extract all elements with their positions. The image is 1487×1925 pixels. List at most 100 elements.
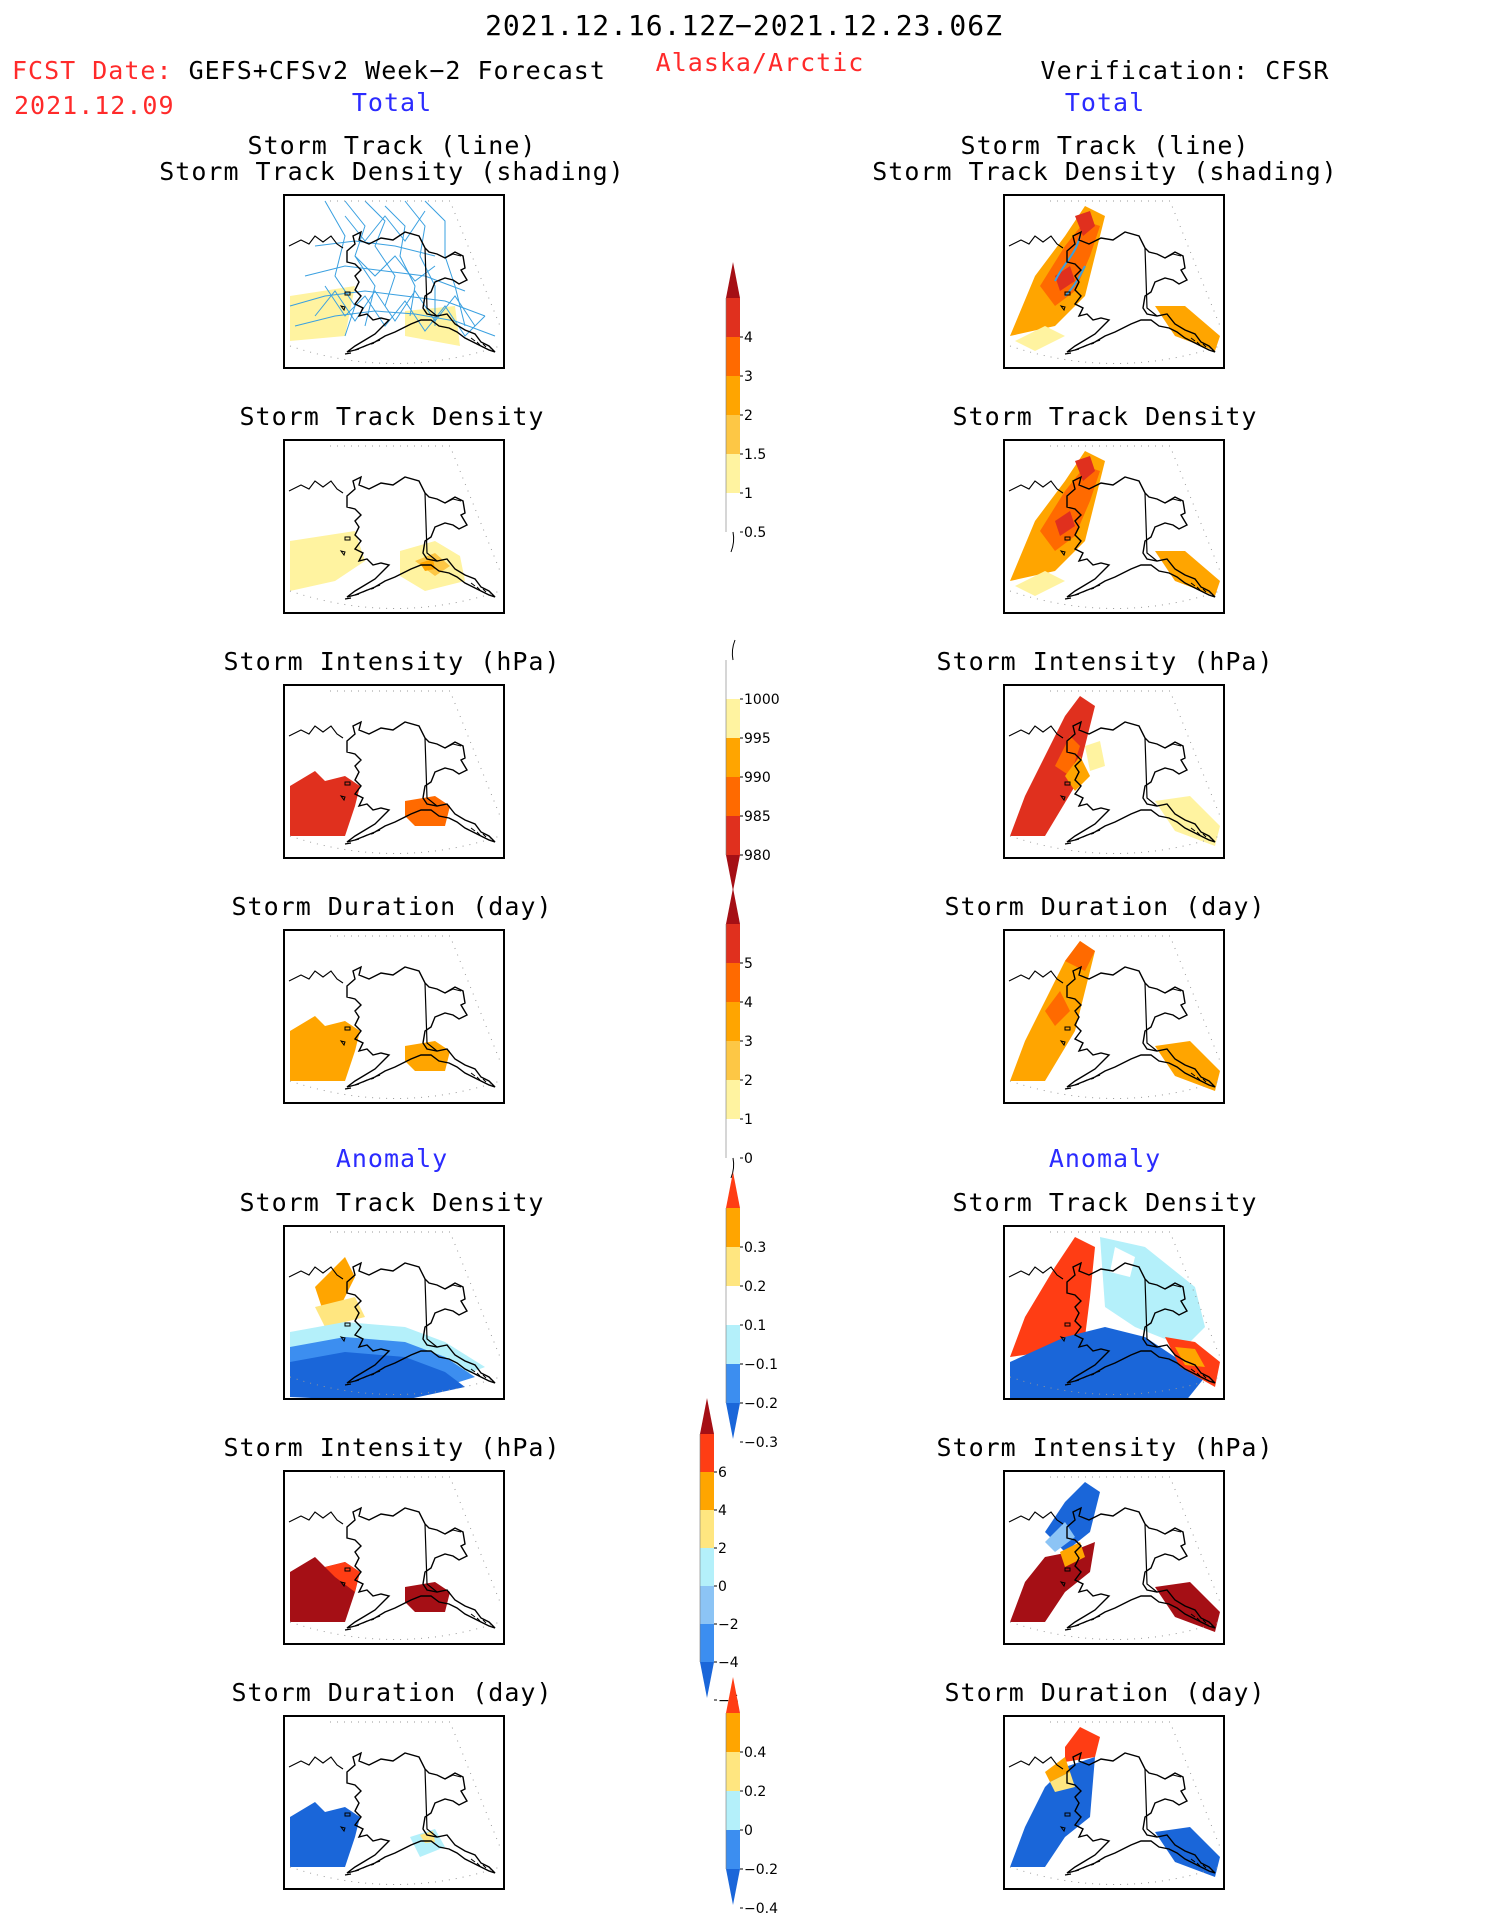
- intensity-anom-arrow-bottom: [700, 1662, 714, 1698]
- title-density-left: Storm Track Density: [239, 402, 545, 431]
- intensity-total-arrow-bottom: [726, 855, 740, 891]
- colorbar-intensity-total: 1000 995 990 985 980: [725, 639, 826, 891]
- intensity-total-tick-label: 1000: [744, 692, 780, 708]
- duration-total-tick-label: 5: [744, 956, 753, 972]
- density-anom-tick-label: 0.1: [744, 1318, 766, 1334]
- density-total-tick-label: 3: [744, 369, 753, 385]
- colorbar-duration-anom: 0.4 0.2 0 −0.2 −0.4: [725, 1677, 826, 1921]
- duration-anom-tick-label: −0.2: [744, 1862, 778, 1878]
- duration-total-tick-label: 0: [744, 1151, 753, 1167]
- duration-anom-segment: [726, 1791, 740, 1830]
- duration-total-segment: [726, 963, 740, 1002]
- map-forecast-track-line: [283, 194, 505, 369]
- density-total-tick-label: 4: [744, 330, 753, 346]
- duration-anom-segment: [726, 1752, 740, 1791]
- map-forecast-duration: [283, 929, 505, 1104]
- duration-anom-tick-label: 0.4: [744, 1745, 766, 1761]
- duration-total-tick-label: 4: [744, 995, 753, 1011]
- title-intensity-right: Storm Intensity (hPa): [936, 647, 1274, 676]
- density-total-segment: [726, 298, 740, 337]
- density-total-segment: [726, 337, 740, 376]
- fcst-date: 2021.12.09: [14, 91, 175, 120]
- title-anom-duration-right: Storm Duration (day): [944, 1678, 1266, 1707]
- title-anom-intensity-right: Storm Intensity (hPa): [936, 1433, 1274, 1462]
- intensity-anom-tick-label: 0: [718, 1579, 727, 1595]
- intensity-anom-tick-label: 6: [718, 1465, 727, 1481]
- density-total-tick-label: 1.5: [744, 447, 766, 463]
- intensity-total-segment: [726, 738, 740, 777]
- colorbar-intensity-anom: 6 4 2 0 −2 −4 −6: [699, 1398, 800, 1709]
- intensity-anom-segment: [700, 1624, 714, 1662]
- intensity-total-segment: [726, 816, 740, 855]
- title-anom-duration-left: Storm Duration (day): [231, 1678, 553, 1707]
- verification-label: Verification: CFSR: [1040, 56, 1330, 85]
- duration-total-segment: [726, 1119, 740, 1158]
- density-total-segment: [726, 493, 740, 532]
- density-total-segment: [726, 454, 740, 493]
- map-forecast-anom-duration: [283, 1715, 505, 1890]
- intensity-total-tick-label: 980: [744, 848, 771, 864]
- region-label: Alaska/Arctic: [655, 48, 865, 77]
- title-anom-intensity-left: Storm Intensity (hPa): [223, 1433, 561, 1462]
- density-total-arrow-top: [726, 262, 740, 298]
- intensity-anom-segment: [700, 1472, 714, 1510]
- duration-total-segment: [726, 1041, 740, 1080]
- map-forecast-intensity: [283, 684, 505, 859]
- title-track-shading-left: Storm Track Density (shading): [159, 157, 625, 186]
- map-cfsr-density: [1003, 439, 1225, 614]
- duration-anom-tick-label: −0.4: [744, 1901, 778, 1917]
- intensity-total-segment: [726, 777, 740, 816]
- duration-total-arrow-top: [726, 888, 740, 924]
- intensity-anom-tick-label: −2: [718, 1617, 739, 1633]
- title-track-line-right: Storm Track (line): [960, 131, 1250, 160]
- anomaly-label-left: Anomaly: [335, 1144, 449, 1173]
- intensity-anom-segment: [700, 1586, 714, 1624]
- intensity-anom-segment: [700, 1548, 714, 1586]
- map-cfsr-intensity: [1003, 684, 1225, 859]
- total-label-right: Total: [1064, 88, 1146, 117]
- duration-total-segment: [726, 1002, 740, 1041]
- density-anom-arrow-bottom: [726, 1403, 740, 1439]
- map-forecast-density: [283, 439, 505, 614]
- fcst-header: FCST Date: GEFS+CFSv2 Week−2 Forecast: [12, 57, 606, 85]
- duration-anom-tick-label: 0.2: [744, 1784, 766, 1800]
- density-anom-segment: [726, 1325, 740, 1364]
- intensity-anom-tick-label: 2: [718, 1541, 727, 1557]
- duration-total-tick-label: 3: [744, 1034, 753, 1050]
- title-anom-density-right: Storm Track Density: [952, 1188, 1258, 1217]
- title-intensity-left: Storm Intensity (hPa): [223, 647, 561, 676]
- density-anom-tick-label: 0.2: [744, 1279, 766, 1295]
- duration-anom-arrow-top: [726, 1677, 740, 1713]
- intensity-anom-segment: [700, 1510, 714, 1548]
- intensity-anom-tick-label: −4: [718, 1655, 739, 1671]
- title-anom-density-left: Storm Track Density: [239, 1188, 545, 1217]
- density-total-tick-label: 2: [744, 408, 753, 424]
- title-density-right: Storm Track Density: [952, 402, 1258, 431]
- duration-total-segment: [726, 1080, 740, 1119]
- density-total-tick-label: 0.5: [744, 525, 766, 541]
- density-anom-segment: [726, 1286, 740, 1325]
- map-cfsr-anom-intensity: [1003, 1470, 1225, 1645]
- title-track-shading-right: Storm Track Density (shading): [872, 157, 1338, 186]
- intensity-total-tick-label: 985: [744, 809, 771, 825]
- fcst-model: GEFS+CFSv2 Week−2 Forecast: [188, 56, 606, 85]
- intensity-total-tick-label: 995: [744, 731, 771, 747]
- title-track-line-left: Storm Track (line): [247, 131, 537, 160]
- density-anom-segment: [726, 1364, 740, 1403]
- density-anom-tick-label: −0.2: [744, 1396, 778, 1412]
- intensity-anom-arrow-top: [700, 1398, 714, 1434]
- duration-total-tick-label: 2: [744, 1073, 753, 1089]
- map-cfsr-duration: [1003, 929, 1225, 1104]
- fcst-label: FCST Date:: [12, 56, 173, 85]
- colorbar-density-anom: 0.3 0.2 0.1 −0.1 −0.2 −0.3: [725, 1172, 826, 1456]
- density-anom-segment: [726, 1208, 740, 1247]
- density-total-segment: [726, 376, 740, 415]
- duration-total-tick-label: 1: [744, 1112, 753, 1128]
- total-label-left: Total: [351, 88, 433, 117]
- duration-total-segment: [726, 924, 740, 963]
- title-duration-left: Storm Duration (day): [231, 892, 553, 921]
- anomaly-label-right: Anomaly: [1048, 1144, 1162, 1173]
- density-total-tick-label: 1: [744, 486, 753, 502]
- intensity-anom-segment: [700, 1434, 714, 1472]
- density-total-segment: [726, 415, 740, 454]
